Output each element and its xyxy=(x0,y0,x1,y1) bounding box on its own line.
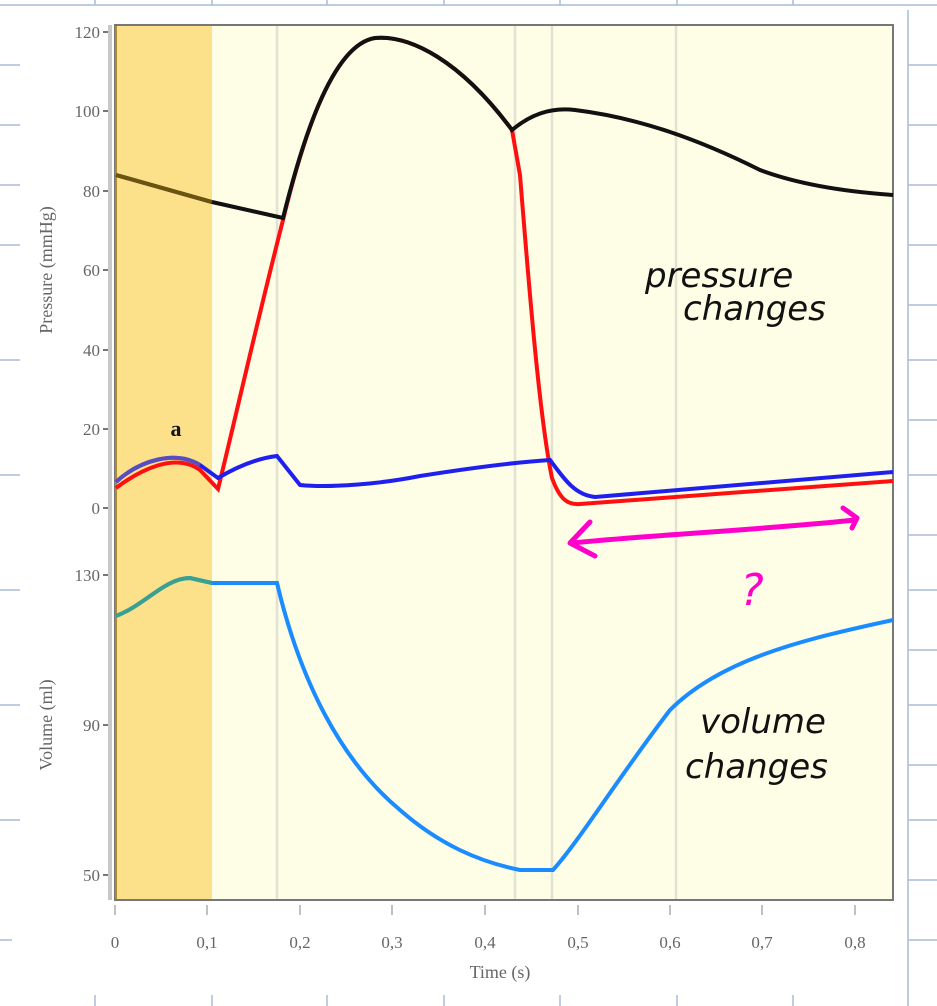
svg-text:90: 90 xyxy=(83,716,100,735)
pressure-axis-title: Pressure (mmHg) xyxy=(36,206,57,333)
svg-text:20: 20 xyxy=(83,420,100,439)
svg-text:0,2: 0,2 xyxy=(289,933,310,952)
svg-text:0,8: 0,8 xyxy=(844,933,865,952)
svg-text:0,1: 0,1 xyxy=(196,933,217,952)
svg-text:0: 0 xyxy=(111,933,120,952)
svg-text:0,5: 0,5 xyxy=(567,933,588,952)
svg-text:pressure: pressure xyxy=(644,256,793,296)
svg-text:0,3: 0,3 xyxy=(381,933,402,952)
svg-text:50: 50 xyxy=(83,866,100,885)
svg-text:0,7: 0,7 xyxy=(751,933,773,952)
volume-axis-title: Volume (ml) xyxy=(36,679,57,770)
svg-text:changes: changes xyxy=(685,747,828,787)
time-axis-title: Time (s) xyxy=(470,962,531,983)
volume-changes-note: volume changes xyxy=(685,702,828,787)
svg-text:0,4: 0,4 xyxy=(474,933,496,952)
svg-text:volume: volume xyxy=(700,702,826,742)
svg-text:changes: changes xyxy=(683,289,826,329)
aortic-pressure-line xyxy=(115,35,894,221)
svg-text:60: 60 xyxy=(83,261,100,280)
svg-text:80: 80 xyxy=(83,182,100,201)
pressure-axis-ticks: 120 100 80 60 40 20 0 xyxy=(75,23,108,518)
a-wave-label: a xyxy=(171,416,182,441)
svg-text:100: 100 xyxy=(75,102,101,121)
volume-axis-ticks: 130 90 50 xyxy=(75,566,108,885)
time-axis: 0 0,1 0,2 0,3 0,4 0,5 0,6 0,7 0,8 Time (… xyxy=(111,905,866,983)
question-mark: ? xyxy=(740,565,763,616)
svg-text:0: 0 xyxy=(92,499,101,518)
pressure-changes-note: pressure changes xyxy=(644,256,826,329)
svg-text:120: 120 xyxy=(75,23,101,42)
double-arrow-icon xyxy=(567,505,860,559)
svg-text:130: 130 xyxy=(75,566,101,585)
svg-text:40: 40 xyxy=(83,341,100,360)
ventricular-volume-line xyxy=(115,575,894,872)
svg-text:0,6: 0,6 xyxy=(659,933,680,952)
